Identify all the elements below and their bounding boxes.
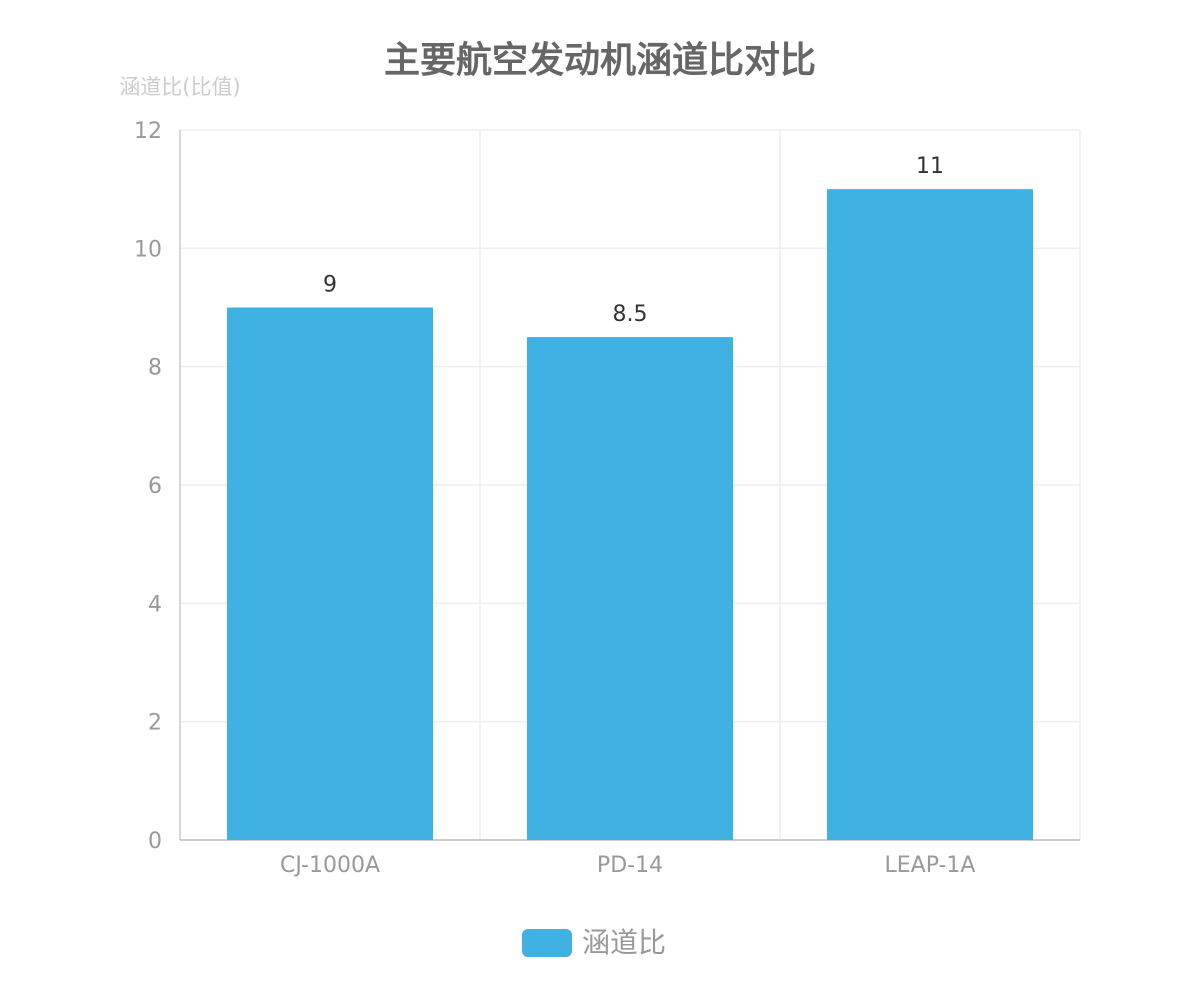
data-label: 8.5	[613, 302, 648, 327]
y-tick-label: 10	[134, 237, 162, 262]
y-tick-label: 2	[148, 711, 162, 736]
y-axis-label: 涵道比(比值)	[119, 75, 240, 99]
y-tick-label: 8	[148, 356, 162, 381]
legend[interactable]: 涵道比	[522, 926, 666, 959]
bar-LEAP-1A[interactable]	[827, 189, 1033, 840]
y-tick-label: 12	[134, 119, 162, 144]
data-label: 11	[916, 154, 944, 179]
y-tick-label: 4	[148, 592, 162, 617]
data-label: 9	[323, 273, 337, 298]
x-tick-label: CJ-1000A	[280, 853, 380, 878]
legend-label[interactable]: 涵道比	[582, 926, 666, 959]
chart-title: 主要航空发动机涵道比对比	[384, 39, 816, 81]
y-tick-label: 0	[148, 829, 162, 854]
legend-swatch[interactable]	[522, 929, 572, 957]
x-tick-label: PD-14	[597, 853, 663, 878]
y-tick-label: 6	[148, 474, 162, 499]
x-tick-label: LEAP-1A	[885, 853, 976, 878]
bar-CJ-1000A[interactable]	[227, 307, 433, 841]
bar-PD-14[interactable]	[527, 337, 733, 840]
